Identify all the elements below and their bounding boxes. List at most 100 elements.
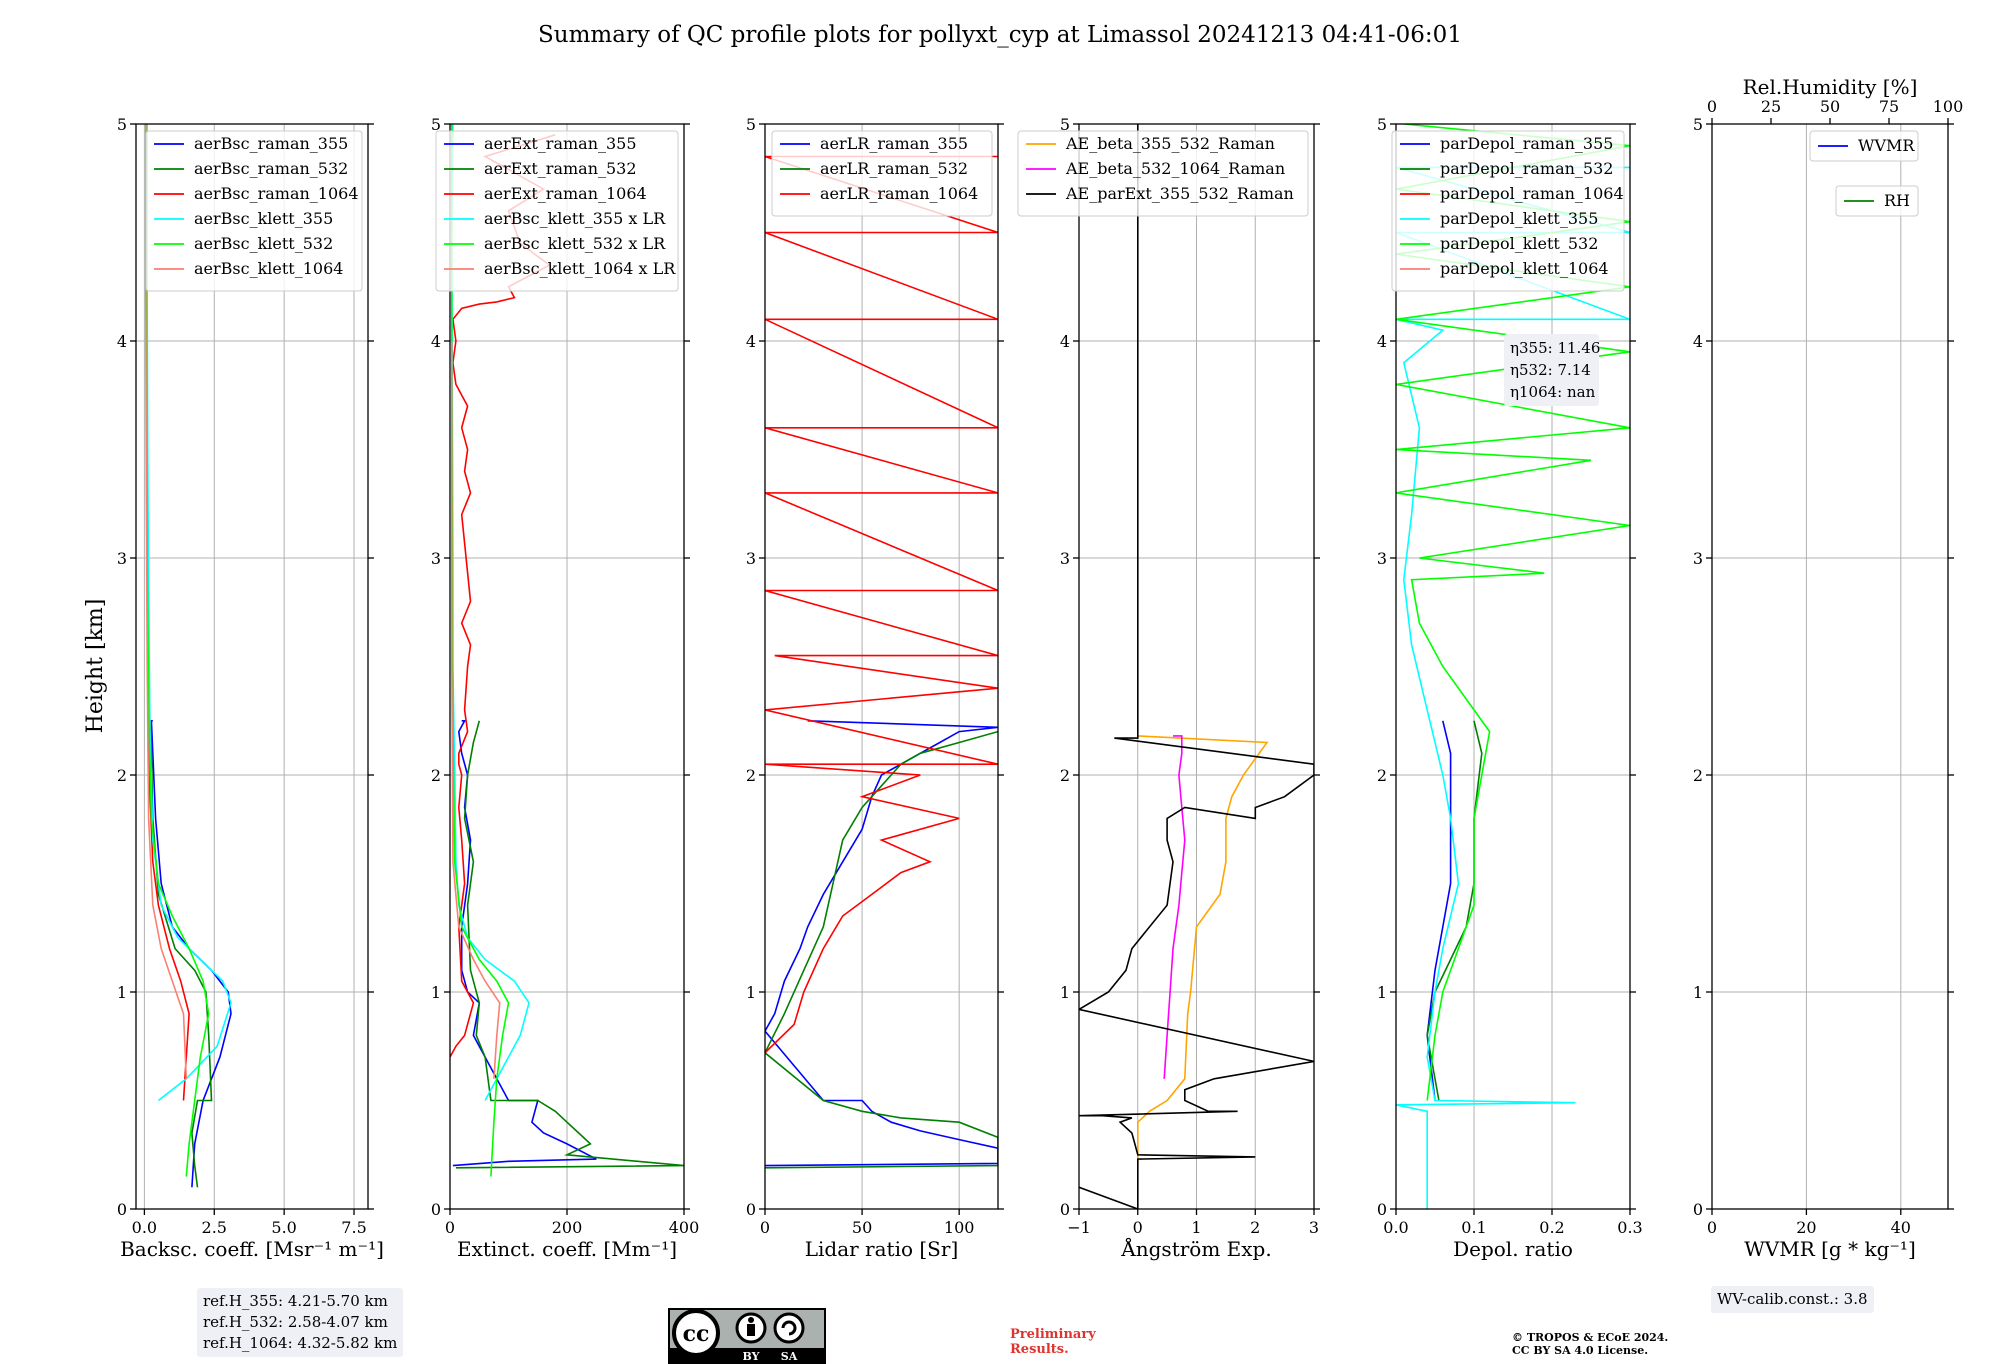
x-tick-label: 0 — [760, 1218, 770, 1237]
legend-label: aerLR_raman_532 — [820, 159, 968, 178]
x-tick-label: 0.3 — [1617, 1218, 1642, 1237]
series-ae-beta-355-532-raman — [1137, 735, 1269, 1166]
y-tick-label: 2 — [1693, 766, 1703, 785]
panel-lr: 0 50 100 0 1 2 3 4 5 Lidar ratio [Sr] aerLR_raman_… — [746, 115, 1004, 1261]
legend-label: aerBsc_klett_355 x LR — [484, 209, 666, 228]
x-tick-label: 2.5 — [202, 1218, 227, 1237]
y-tick-label: 1 — [746, 983, 756, 1002]
x-tick-label: 0 — [445, 1218, 455, 1237]
legend-label: AE_beta_355_532_Raman — [1065, 134, 1275, 153]
series-aerlr-raman-1064 — [765, 155, 998, 1054]
copyright-line-1: © TROPOS & ECoE 2024. — [1512, 1331, 1669, 1344]
cc-by-sa-badge: cc BY SA — [668, 1308, 826, 1364]
ref-heights-box: ref.H_355: 4.21-5.70 km ref.H_532: 2.58-… — [197, 1288, 404, 1357]
legend-label: aerLR_raman_355 — [820, 134, 968, 153]
y-axis-label: Height [km] — [83, 599, 108, 734]
eta-box: η355: 11.46 η532: 7.14 η1064: nan — [1504, 334, 1600, 406]
y-tick-label: 0 — [1693, 1200, 1703, 1219]
y-tick-label: 1 — [117, 983, 127, 1002]
eta-label-2: η1064: nan — [1510, 383, 1596, 401]
y-tick-label: 1 — [1693, 983, 1703, 1002]
legend-label: parDepol_raman_355 — [1440, 134, 1613, 153]
ref-height-355: ref.H_355: 4.21-5.70 km — [203, 1292, 388, 1310]
legend-box — [435, 130, 679, 292]
preliminary-line-2: Results. — [1010, 1342, 1069, 1357]
series-aerbsc-klett-1064-x-lr — [450, 341, 501, 1079]
legend-label: aerBsc_klett_1064 — [194, 259, 343, 278]
legend-label: aerBsc_klett_1064 x LR — [484, 259, 676, 278]
eta-label-1: η532: 7.14 — [1510, 361, 1591, 379]
figure-title: Summary of QC profile plots for pollyxt_… — [538, 22, 1462, 48]
y-tick-label: 0 — [746, 1200, 756, 1219]
y-tick-label: 2 — [431, 766, 441, 785]
y-tick-label: 3 — [1693, 549, 1703, 568]
wv-calib-text: WV-calib.const.: 3.8 — [1717, 1290, 1868, 1308]
x-tick-label: 1 — [1191, 1218, 1201, 1237]
series-aerlr-raman-355 — [765, 720, 998, 1167]
y-tick-label: 5 — [1693, 115, 1703, 134]
x-tick-label: 5.0 — [271, 1218, 296, 1237]
legend-label: parDepol_klett_355 — [1440, 209, 1598, 228]
legend-box — [1017, 130, 1309, 217]
axes-frame — [764, 123, 999, 1210]
ref-height-532: ref.H_532: 2.58-4.07 km — [203, 1313, 388, 1331]
legend-label: aerExt_raman_1064 — [484, 184, 647, 203]
y-tick-label: 4 — [1693, 332, 1703, 351]
x2-tick-label: 25 — [1761, 97, 1781, 116]
x-tick-label: 200 — [552, 1218, 583, 1237]
x-axis-label: Depol. ratio — [1453, 1237, 1573, 1261]
series-aerbsc-raman-532 — [149, 720, 213, 1188]
y-tick-label: 1 — [1060, 983, 1070, 1002]
x-axis-label: Extinct. coeff. [Mm⁻¹] — [457, 1237, 677, 1261]
panel-bsc: 0.0 2.5 5.0 7.5 0 1 2 3 4 5 Backsc. coeff. [Msr⁻¹ … — [117, 115, 384, 1261]
x-tick-label: 100 — [944, 1218, 975, 1237]
x-tick-label: 400 — [669, 1218, 700, 1237]
x-tick-label: 3 — [1309, 1218, 1319, 1237]
series-ae-beta-532-1064-raman — [1163, 735, 1186, 1079]
legend-label: aerExt_raman_532 — [484, 159, 637, 178]
y-tick-label: 4 — [746, 332, 756, 351]
y-tick-label: 4 — [431, 332, 441, 351]
x2-tick-label: 100 — [1933, 97, 1964, 116]
svg-text:cc: cc — [683, 1321, 710, 1347]
legend-box — [145, 130, 363, 292]
x-axis-label: Backsc. coeff. [Msr⁻¹ m⁻¹] — [120, 1237, 384, 1261]
x-axis-label: Ångström Exp. — [1120, 1236, 1271, 1261]
axes-frame — [135, 123, 369, 1210]
y-tick-label: 5 — [117, 115, 127, 134]
x-tick-label: 0.1 — [1461, 1218, 1486, 1237]
legend-box — [1835, 185, 1919, 217]
x-tick-label: 0.2 — [1539, 1218, 1564, 1237]
panel-ext: 0 200 400 0 1 2 3 4 5 Extinct. coeff. [Mm⁻¹] aerEx… — [431, 115, 699, 1261]
axes-frame — [1711, 123, 1949, 1210]
x-tick-label: 2 — [1250, 1218, 1260, 1237]
y-tick-label: 5 — [746, 115, 756, 134]
x2-tick-label: 0 — [1707, 97, 1717, 116]
preliminary-results-note: Preliminary Results. — [1010, 1327, 1096, 1357]
x-tick-label: 0 — [1133, 1218, 1143, 1237]
y-tick-label: 3 — [746, 549, 756, 568]
x-tick-label: 40 — [1891, 1218, 1911, 1237]
x-axis-label: Lidar ratio [Sr] — [805, 1237, 959, 1261]
y-tick-label: 3 — [1060, 549, 1070, 568]
x-tick-label: 0.0 — [132, 1218, 157, 1237]
x-tick-label: 7.5 — [341, 1218, 366, 1237]
legend-label: parDepol_raman_1064 — [1440, 184, 1624, 203]
panel-wv: 0 20 40 0 1 2 3 4 5 WVMR [g * kg⁻¹] 0 25 50 75 100 Rel.… — [1693, 75, 1963, 1261]
legend-label: WVMR — [1858, 136, 1915, 155]
series-ae-parext-355-532-raman — [1079, 124, 1314, 1209]
legend-label: aerBsc_raman_532 — [194, 159, 348, 178]
y-tick-label: 5 — [431, 115, 441, 134]
y-tick-label: 3 — [431, 549, 441, 568]
y-tick-label: 5 — [1377, 115, 1387, 134]
legend-label: aerBsc_klett_532 — [194, 234, 333, 253]
y-tick-label: 4 — [117, 332, 127, 351]
legend-label: aerLR_raman_1064 — [820, 184, 978, 203]
x-axis-label: WVMR [g * kg⁻¹] — [1744, 1237, 1916, 1261]
x2-tick-label: 50 — [1820, 97, 1840, 116]
y-tick-label: 0 — [117, 1200, 127, 1219]
legend-label: AE_parExt_355_532_Raman — [1065, 184, 1294, 203]
panel-depol: 0.0 0.1 0.2 0.3 0 1 2 3 4 5 Depol. ratio parDepol_r… — [1377, 115, 1643, 1261]
legend-label: parDepol_raman_532 — [1440, 159, 1613, 178]
